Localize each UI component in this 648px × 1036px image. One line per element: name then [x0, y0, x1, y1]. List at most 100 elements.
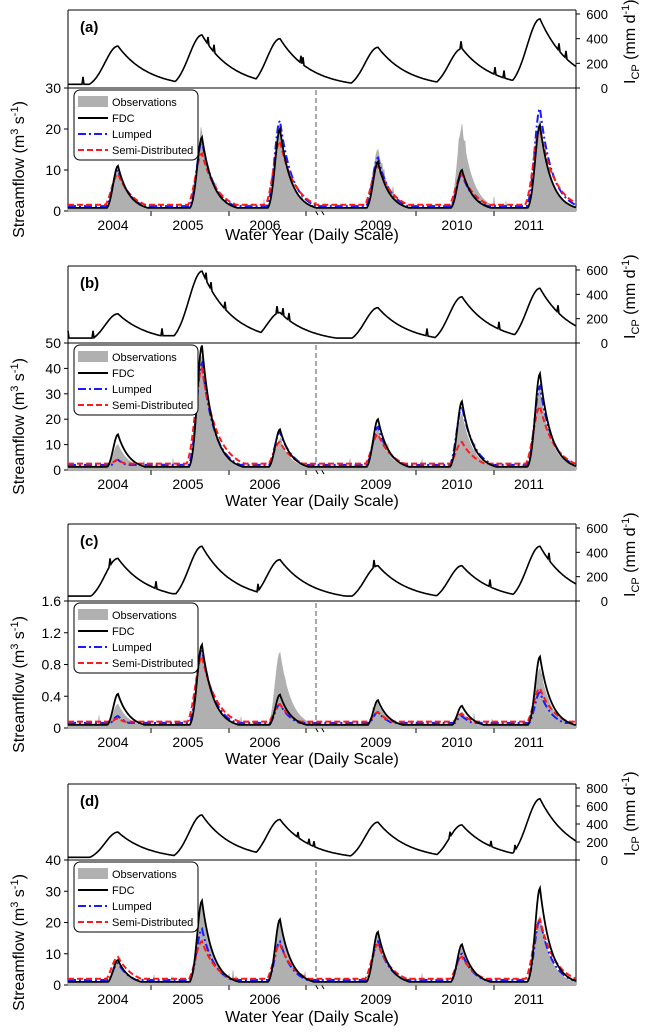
flow-axis-title-text: s — [11, 631, 28, 643]
panel-label: (a) — [80, 19, 98, 36]
year-label: 2010 — [441, 991, 472, 1007]
year-label: 2004 — [97, 734, 128, 750]
precip-tick-label: 600 — [586, 263, 608, 278]
precipitation-line — [68, 17, 577, 86]
legend-frame — [73, 602, 199, 674]
legend-semi-distributed-label: Semi-Distributed — [112, 658, 193, 670]
legend-observations-swatch — [78, 96, 108, 107]
x-axis-title: Water Year (Daily Scale) — [225, 751, 399, 768]
precip-tick-label: 200 — [586, 570, 608, 585]
legend-frame — [73, 861, 199, 933]
legend-lumped-label: Lumped — [112, 384, 152, 396]
year-label: 2004 — [97, 217, 128, 233]
year-label: 2005 — [172, 217, 203, 233]
precip-tick-label: 0 — [601, 594, 608, 609]
precip-axis-title-text: I — [622, 593, 639, 597]
precip-axis-title-sup: -1 — [620, 777, 632, 787]
legend-lumped-label: Lumped — [112, 642, 152, 654]
flow-axis-title-sup: -1 — [9, 879, 21, 889]
precip-axis-title-text: I — [622, 335, 639, 339]
precip-tick-label: 200 — [586, 56, 608, 71]
panel-c: (c) 0 200 400 600 0 0.4 0.8 1.2 1.6 2004 2005 2006 20… — [9, 512, 642, 768]
flow-axis-title-text: ) — [11, 101, 28, 106]
flow-tick-label: 10 — [45, 162, 61, 178]
flow-axis-title-sup: -1 — [9, 363, 21, 373]
legend-fdc-label: FDC — [112, 368, 135, 380]
year-label: 2011 — [514, 217, 544, 233]
legend: Observations FDC Lumped Semi-Distributed — [73, 344, 199, 416]
year-label: 2010 — [441, 734, 472, 750]
legend-observations-label: Observations — [112, 352, 177, 364]
precip-axis-title-text: (mm d — [622, 786, 639, 836]
legend-lumped-label: Lumped — [112, 129, 152, 141]
precip-tick-label: 400 — [586, 32, 608, 47]
flow-axis-title-text: s — [11, 373, 28, 385]
flow-axis-title-sup: -1 — [9, 621, 21, 631]
flow-tick-label: 50 — [45, 335, 61, 351]
flow-axis-title: Streamflow (m3 s-1) — [9, 101, 28, 238]
precip-axis-title-text: I — [622, 80, 639, 84]
fdc-line — [68, 345, 577, 468]
legend-semi-distributed-label: Semi-Distributed — [112, 400, 193, 412]
flow-tick-label: 10 — [45, 437, 61, 453]
year-label: 2011 — [514, 476, 544, 492]
legend-fdc-label: FDC — [112, 626, 135, 638]
year-label: 2009 — [360, 734, 391, 750]
precip-tick-label: 200 — [586, 312, 608, 327]
flow-axis-title-text: Streamflow (m — [11, 650, 28, 753]
legend-fdc-label: FDC — [112, 885, 135, 897]
lumped-line — [68, 105, 577, 208]
legend-fdc-label: FDC — [112, 113, 135, 125]
flow-axis-title-text: ) — [11, 616, 28, 621]
flow-tick-label: 20 — [45, 915, 61, 931]
lumped-line — [68, 646, 576, 724]
precipitation-line — [67, 270, 577, 340]
legend-semi-distributed-label: Semi-Distributed — [112, 917, 193, 929]
precip-axis-title-sub: CP — [630, 319, 642, 334]
flow-tick-label: 0 — [53, 977, 61, 993]
precip-tick-label: 0 — [601, 81, 608, 96]
semi-distributed-line — [68, 126, 577, 206]
precip-tick-label: 800 — [586, 781, 608, 796]
precip-tick-label: 600 — [586, 7, 608, 22]
year-label: 2010 — [441, 217, 472, 233]
legend-observations-swatch — [78, 609, 108, 620]
panel-label: (c) — [80, 533, 98, 550]
flow-axis-title-text: s — [11, 889, 28, 901]
precip-axis-title-text: (mm d — [622, 269, 639, 319]
flow-tick-label: 0 — [53, 203, 61, 219]
legend: Observations FDC Lumped Semi-Distributed — [73, 89, 199, 161]
flow-axis-title-sup: 3 — [9, 644, 21, 650]
precip-axis-title-text: (mm d — [622, 14, 639, 64]
semi-distributed-line — [68, 366, 577, 465]
precipitation-line — [68, 545, 577, 597]
precip-axis-title-text: (mm d — [622, 527, 639, 577]
legend-lumped-label: Lumped — [112, 901, 152, 913]
legend-observations-label: Observations — [112, 610, 177, 622]
precip-tick-label: 400 — [586, 545, 608, 560]
legend-observations-swatch — [78, 351, 108, 362]
precip-axis-title-text: ) — [622, 512, 639, 517]
flow-tick-label: 1.2 — [42, 625, 62, 641]
year-label: 2009 — [360, 991, 391, 1007]
year-label: 2011 — [514, 734, 544, 750]
flow-tick-label: 0.4 — [42, 688, 62, 704]
precip-axis-title-text: I — [622, 852, 639, 856]
flow-axis-title-text: Streamflow (m — [11, 908, 28, 1011]
semi-distributed-line — [68, 917, 577, 980]
flow-axis-title-text: ) — [11, 358, 28, 363]
precip-axis-title: ICP (mm d-1) — [620, 0, 642, 84]
precip-axis-title-sup: -1 — [620, 5, 632, 15]
legend-semi-distributed-label: Semi-Distributed — [112, 145, 193, 157]
year-label: 2004 — [97, 991, 128, 1007]
flow-tick-label: 10 — [45, 946, 61, 962]
flow-tick-label: 1.6 — [42, 593, 62, 609]
flow-tick-label: 30 — [45, 80, 61, 96]
flow-axis-title-sup: 3 — [9, 129, 21, 135]
precip-axis-title-sub: CP — [630, 64, 642, 79]
year-label: 2009 — [360, 217, 391, 233]
precip-axis-title-text: ) — [622, 771, 639, 776]
semi-distributed-line — [68, 654, 576, 723]
precip-tick-label: 200 — [586, 835, 608, 850]
